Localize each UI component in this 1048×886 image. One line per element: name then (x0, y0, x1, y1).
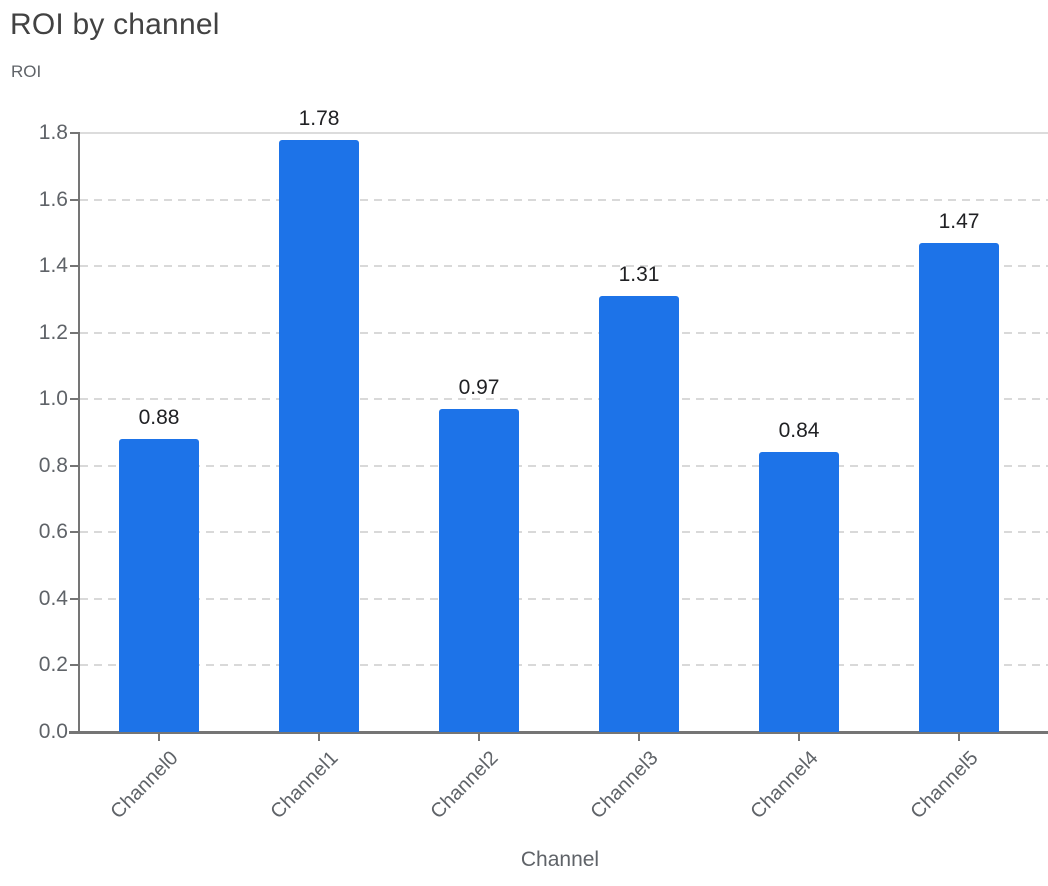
bar-value-label-channel2: 0.97 (458, 376, 500, 399)
y-tick-label-0.8: 0.8 (38, 454, 68, 477)
y-tick-label-0.4: 0.4 (38, 587, 68, 610)
bar-value-label-channel1: 1.78 (298, 107, 340, 130)
y-tick-label-1.0: 1.0 (38, 387, 68, 410)
x-axis-line (69, 731, 1048, 734)
gridline-0.8 (80, 465, 1048, 467)
gridline-1.0 (80, 398, 1048, 400)
x-tick-mark-channel2 (478, 734, 480, 741)
y-tick-mark-0.4 (70, 598, 79, 600)
gridline-1.6 (80, 199, 1048, 201)
x-tick-mark-channel0 (158, 734, 160, 741)
gridline-0.2 (80, 664, 1048, 666)
bar-channel3[interactable] (599, 296, 679, 732)
x-tick-mark-channel4 (798, 734, 800, 741)
y-tick-mark-1.6 (70, 199, 79, 201)
y-tick-label-0.2: 0.2 (38, 653, 68, 676)
y-axis-line (78, 132, 80, 733)
gridline-1.8 (80, 132, 1048, 134)
x-tick-mark-channel3 (638, 734, 640, 741)
bar-value-label-channel0: 0.88 (138, 406, 180, 429)
bar-channel4[interactable] (759, 452, 839, 732)
y-tick-mark-1.4 (70, 265, 79, 267)
y-axis-title: ROI (11, 62, 42, 81)
gridline-1.4 (80, 265, 1048, 267)
y-tick-label-1.8: 1.8 (38, 121, 68, 144)
bar-channel1[interactable] (279, 140, 359, 732)
y-tick-label-0.0: 0.0 (38, 720, 68, 743)
x-tick-mark-channel1 (318, 734, 320, 741)
y-tick-label-1.6: 1.6 (38, 188, 68, 211)
bar-channel5[interactable] (919, 243, 999, 732)
y-tick-label-1.4: 1.4 (38, 254, 68, 277)
gridline-0.4 (80, 598, 1048, 600)
chart-title: ROI by channel (10, 8, 220, 41)
bar-value-label-channel3: 1.31 (618, 263, 660, 286)
y-tick-mark-1.2 (70, 332, 79, 334)
gridline-1.2 (80, 332, 1048, 334)
gridline-0.6 (80, 531, 1048, 533)
y-tick-mark-1.0 (70, 398, 79, 400)
y-tick-mark-0.6 (70, 531, 79, 533)
y-tick-mark-0.2 (70, 664, 79, 666)
bar-value-label-channel5: 1.47 (938, 210, 980, 233)
y-tick-mark-1.8 (70, 132, 79, 134)
bar-channel2[interactable] (439, 409, 519, 732)
x-axis-title: Channel (520, 848, 600, 871)
bar-value-label-channel4: 0.84 (778, 419, 820, 442)
y-tick-label-1.2: 1.2 (38, 321, 68, 344)
x-tick-mark-channel5 (958, 734, 960, 741)
y-tick-label-0.6: 0.6 (38, 520, 68, 543)
bar-channel0[interactable] (119, 439, 199, 732)
y-tick-mark-0.8 (70, 465, 79, 467)
